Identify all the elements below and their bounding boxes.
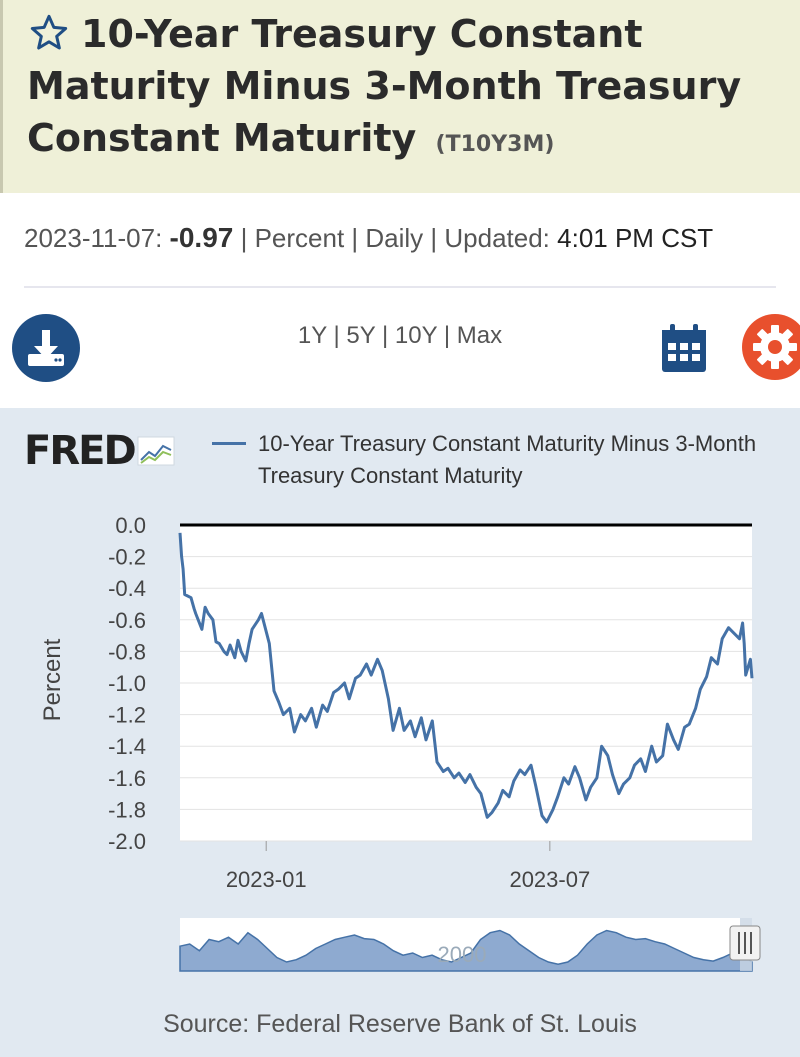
range-5y[interactable]: 5Y — [346, 322, 376, 349]
fred-logo: FRED — [24, 428, 175, 474]
y-tick-label: -0.4 — [108, 576, 146, 601]
series-line — [178, 532, 754, 824]
y-tick-label: -1.6 — [108, 766, 146, 791]
observation-value: -0.97 — [169, 222, 234, 253]
range-max[interactable]: Max — [456, 322, 503, 349]
y-tick-label: -2.0 — [108, 829, 146, 854]
title-header: 10-Year Treasury Constant Maturity Minus… — [0, 0, 800, 193]
line-chart[interactable]: 0.0 -0.2 -0.4 -0.6 -0.8 -1.0 -1.2 -1.4 -1.6 -1.8 -… — [0, 408, 800, 1008]
observation-date: 2023-11-07: — [24, 223, 163, 253]
star-icon[interactable] — [27, 13, 71, 53]
frequency-label: Daily — [365, 223, 424, 253]
range-10y[interactable]: 10Y — [394, 322, 438, 349]
x-tick-label: 2023-01 — [226, 867, 307, 892]
units-label: Percent — [254, 223, 345, 253]
gear-icon — [753, 325, 797, 369]
navigator-year-label: 2000 — [438, 942, 487, 967]
y-tick-label: -1.8 — [108, 797, 146, 822]
navigator-area — [179, 929, 753, 972]
observation-meta: 2023-11-07: -0.97 | Percent | Daily | Up… — [24, 222, 713, 254]
y-tick-label: -1.2 — [108, 703, 146, 728]
fred-chart-icon — [137, 436, 175, 466]
calendar-icon[interactable] — [660, 322, 708, 374]
download-button[interactable] — [12, 314, 80, 382]
x-tick-label: 2023-07 — [509, 867, 590, 892]
y-tick-label: -1.0 — [108, 671, 146, 696]
chart-panel: FRED 10-Year Treasury Constant Maturity … — [0, 408, 800, 1057]
series-id: (T10Y3M) — [435, 132, 555, 157]
source-note: Source: Federal Reserve Bank of St. Loui… — [163, 1010, 637, 1038]
y-tick-label: 0.0 — [115, 513, 146, 538]
page-title: 10-Year Treasury Constant Maturity Minus… — [27, 8, 797, 171]
legend-swatch — [212, 442, 246, 445]
divider — [24, 286, 776, 288]
updated-label: Updated: — [444, 223, 550, 253]
meta-separator: | — [423, 223, 445, 253]
fred-logo-text: FRED — [24, 428, 137, 474]
range-navigator[interactable]: 2000 — [179, 918, 761, 972]
date-range-selector: 1Y | 5Y | 10Y | Max — [297, 322, 503, 349]
legend-label[interactable]: 10-Year Treasury Constant Maturity Minus… — [258, 431, 757, 488]
range-1y[interactable]: 1Y — [297, 322, 327, 349]
series-title: 10-Year Treasury Constant Maturity Minus… — [27, 12, 742, 160]
y-tick-label: -0.2 — [108, 545, 146, 570]
y-tick-label: -0.8 — [108, 639, 146, 664]
meta-separator: | — [233, 223, 255, 253]
y-tick-label: -1.4 — [108, 734, 146, 759]
settings-button[interactable] — [742, 314, 800, 380]
meta-separator: | — [344, 223, 366, 253]
y-tick-label: -0.6 — [108, 608, 146, 633]
y-axis-label: Percent — [39, 638, 66, 721]
download-icon — [28, 330, 64, 366]
updated-time: 4:01 PM CST — [557, 223, 714, 253]
